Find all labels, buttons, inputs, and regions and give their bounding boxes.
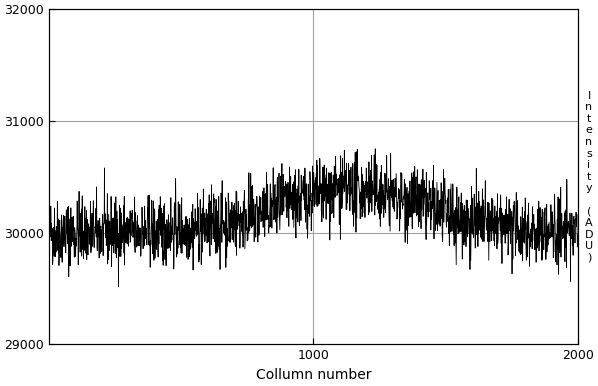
Y-axis label: I
n
t
e
n
s
i
t
y
 
(
A
D
U
): I n t e n s i t y ( A D U ) — [585, 91, 593, 263]
X-axis label: Collumn number: Collumn number — [256, 368, 371, 382]
